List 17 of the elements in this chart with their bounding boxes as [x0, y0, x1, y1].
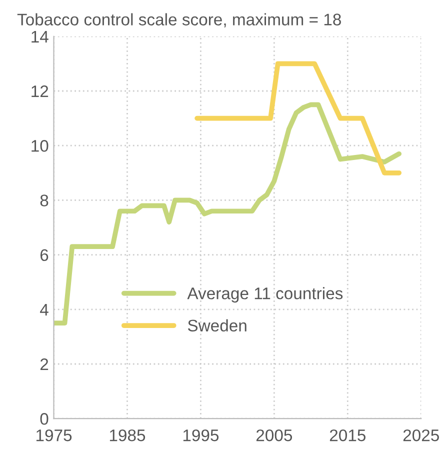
y-tick-label: 4: [40, 304, 48, 316]
legend-label: Sweden: [188, 319, 246, 332]
x-tick-label: 2025: [403, 429, 439, 442]
x-tick-label: 1985: [110, 429, 146, 442]
y-tick-label: 10: [32, 140, 48, 152]
chart-title: Tobacco control scale score, maximum = 18: [17, 13, 341, 28]
y-tick-label: 6: [40, 249, 48, 262]
y-tick-label: 0: [40, 413, 48, 425]
x-tick-label: 2005: [256, 429, 292, 442]
y-tick-label: 12: [32, 85, 48, 98]
y-tick-label: 8: [40, 194, 48, 206]
y-tick-label: 14: [32, 30, 48, 42]
x-tick-label: 1975: [36, 429, 72, 442]
y-tick-label: 2: [40, 358, 48, 370]
legend-label: Average 11 countries: [187, 287, 343, 303]
x-tick-label: 2015: [330, 429, 366, 442]
x-tick-label: 1995: [183, 429, 219, 442]
